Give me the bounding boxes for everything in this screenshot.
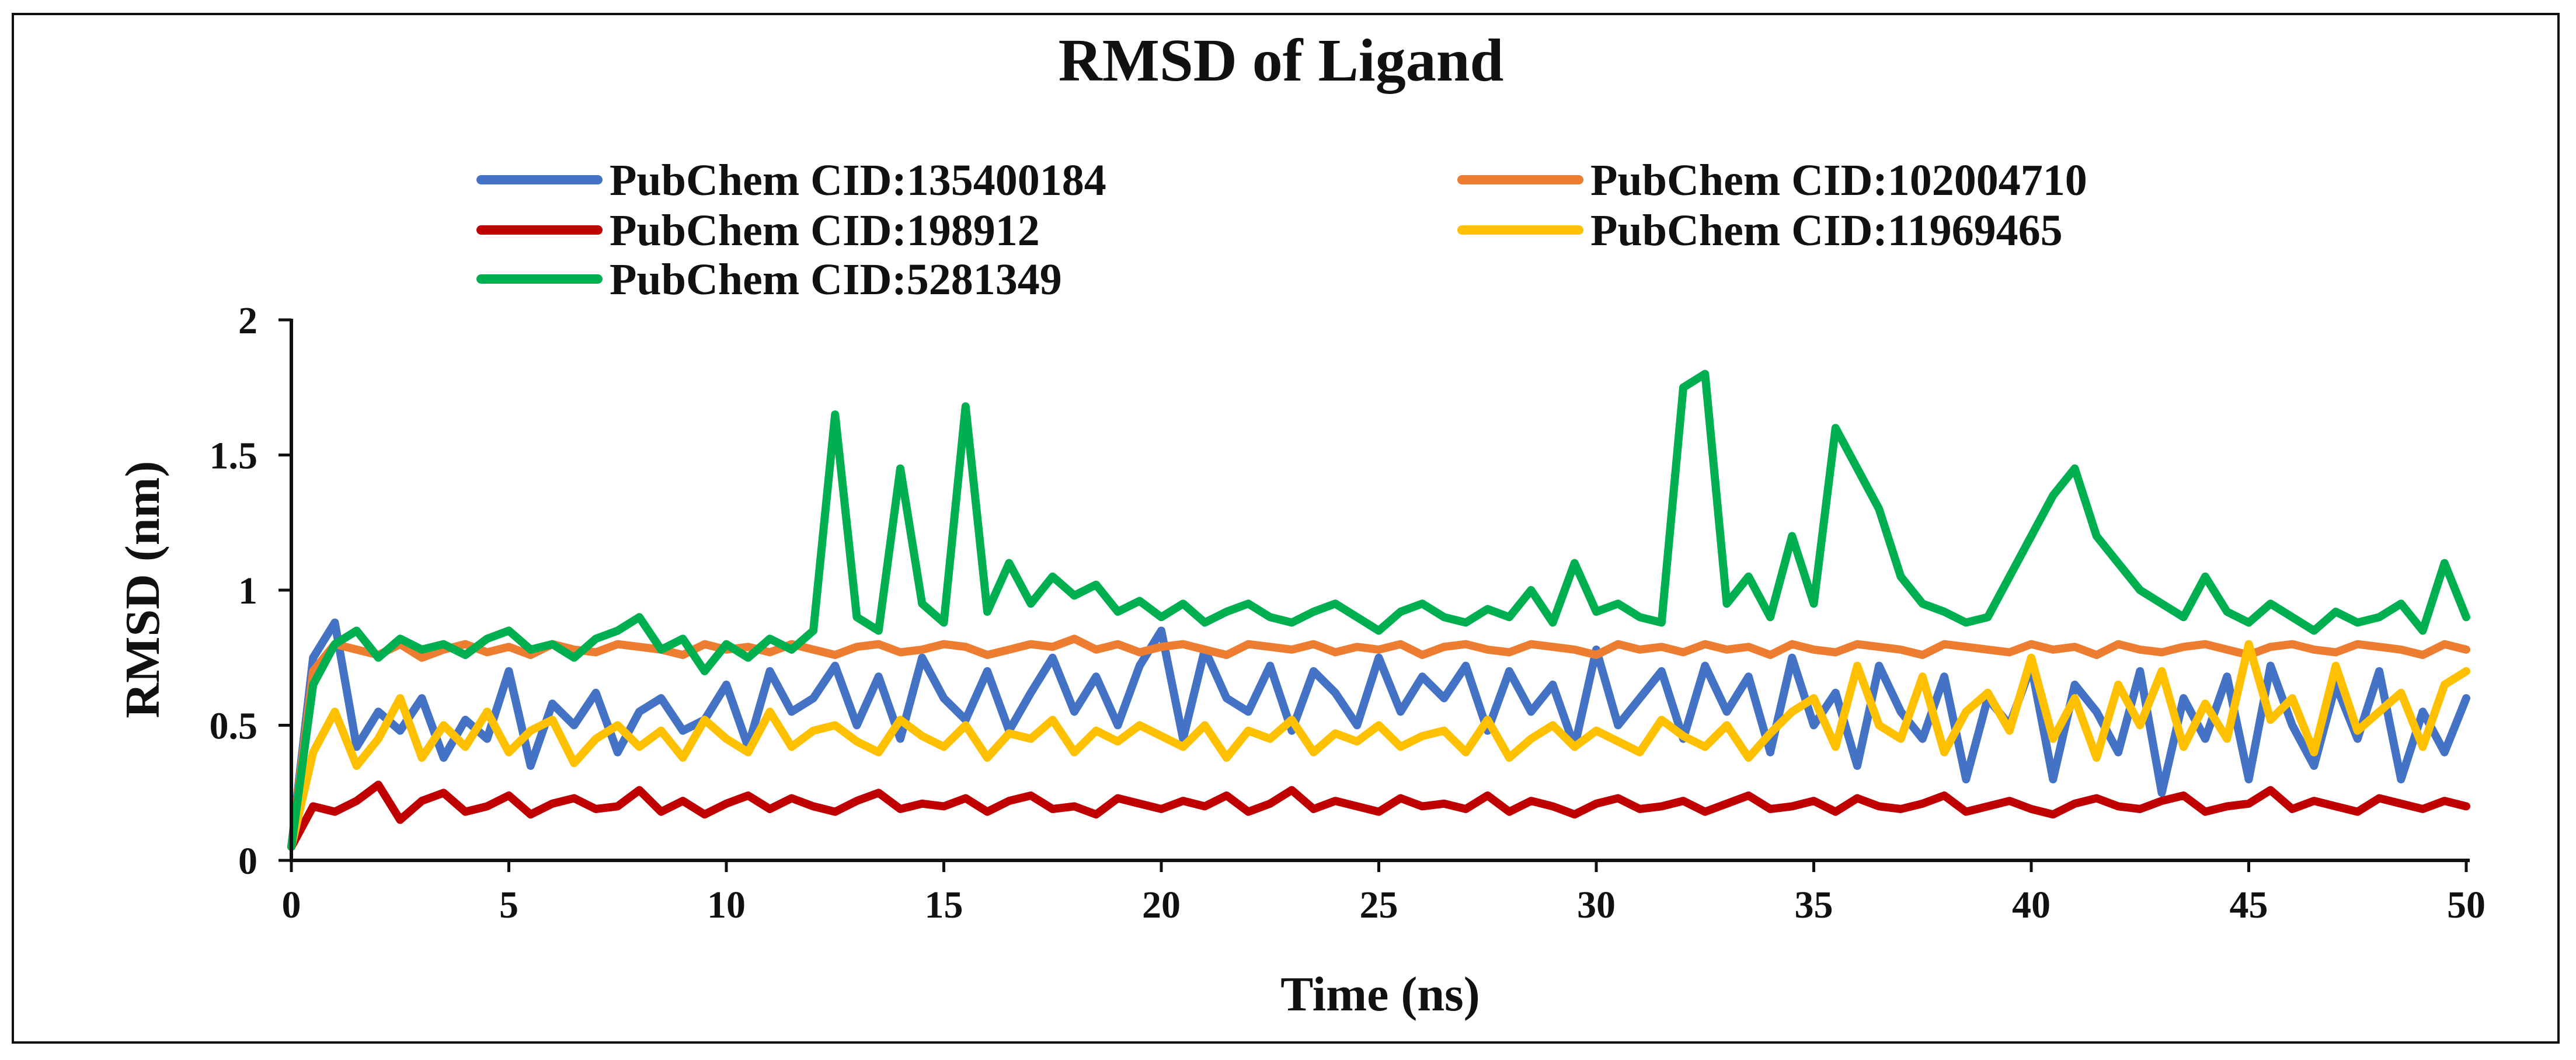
x-tick-label: 5 <box>499 884 518 926</box>
x-tick-label: 0 <box>282 884 301 926</box>
y-tick-label: 1.5 <box>210 435 258 477</box>
y-tick-label: 0 <box>238 840 257 883</box>
x-tick-label: 50 <box>2447 884 2486 926</box>
plot-lines <box>287 369 2470 851</box>
x-tick-label: 10 <box>707 884 746 926</box>
x-tick-label: 20 <box>1142 884 1181 926</box>
x-tick-label: 40 <box>2012 884 2051 926</box>
legend-label: PubChem CID:5281349 <box>610 255 1062 304</box>
x-tick-label: 30 <box>1577 884 1616 926</box>
x-tick-label: 45 <box>2230 884 2268 926</box>
y-tick-label: 2 <box>238 299 257 342</box>
series-line-5 <box>287 369 2470 851</box>
chart-frame: RMSD of Ligand PubChem CID:135400184 PubC… <box>12 13 2560 1044</box>
x-ticks: 0 5 10 15 20 25 30 35 40 45 50 <box>282 860 2486 926</box>
series-line-2 <box>287 634 2470 851</box>
legend-label: PubChem CID:102004710 <box>1590 156 2087 205</box>
rmsd-line-chart: RMSD of Ligand PubChem CID:135400184 PubC… <box>116 27 2486 1021</box>
y-tick-label: 0.5 <box>210 705 258 748</box>
x-tick-label: 35 <box>1795 884 1833 926</box>
y-axis-label: RMSD (nm) <box>116 461 170 719</box>
y-ticks: 0 0.5 1 1.5 2 <box>210 299 291 883</box>
y-tick-label: 1 <box>238 570 257 612</box>
series-line-3 <box>287 780 2470 851</box>
legend-label: PubChem CID:11969465 <box>1590 206 2063 255</box>
x-axis-label: Time (ns) <box>1280 967 1480 1021</box>
x-tick-label: 15 <box>925 884 963 926</box>
series-line-4 <box>287 640 2470 851</box>
chart-title: RMSD of Ligand <box>1059 27 1504 94</box>
legend-label: PubChem CID:135400184 <box>610 156 1106 205</box>
x-tick-label: 25 <box>1360 884 1398 926</box>
legend: PubChem CID:135400184 PubChem CID:1020047… <box>476 156 2087 304</box>
legend-label: PubChem CID:198912 <box>610 206 1040 255</box>
